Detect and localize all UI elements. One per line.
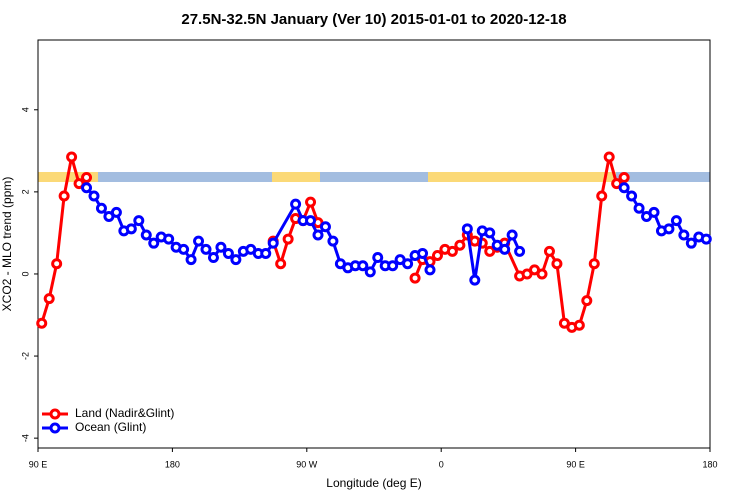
data-point bbox=[409, 272, 421, 284]
data-point bbox=[618, 182, 630, 194]
data-point bbox=[260, 247, 272, 259]
data-point bbox=[588, 258, 600, 270]
data-point bbox=[125, 223, 137, 235]
data-point bbox=[648, 206, 660, 218]
data-point bbox=[215, 241, 227, 253]
data-point bbox=[551, 258, 563, 270]
data-point bbox=[110, 206, 122, 218]
data-point bbox=[193, 235, 205, 247]
x-tick-label: 90 E bbox=[566, 459, 585, 469]
data-point bbox=[663, 223, 675, 235]
data-point bbox=[267, 237, 279, 249]
data-point bbox=[678, 229, 690, 241]
series-line bbox=[413, 155, 626, 329]
data-point bbox=[461, 223, 473, 235]
data-point bbox=[36, 317, 48, 329]
y-tick-label: 4 bbox=[20, 107, 30, 112]
y-tick-label: -4 bbox=[20, 434, 30, 442]
legend-label: Ocean (Glint) bbox=[75, 420, 146, 434]
data-point bbox=[140, 229, 152, 241]
data-point bbox=[454, 239, 466, 251]
data-point bbox=[402, 258, 414, 270]
data-point bbox=[484, 227, 496, 239]
data-point bbox=[431, 249, 443, 261]
x-tick-label: 180 bbox=[702, 459, 717, 469]
data-point bbox=[603, 151, 615, 163]
data-point bbox=[417, 247, 429, 259]
data-point bbox=[305, 215, 317, 227]
data-point bbox=[543, 245, 555, 257]
data-point bbox=[185, 254, 197, 266]
data-point bbox=[372, 252, 384, 264]
legend-label: Land (Nadir&Glint) bbox=[75, 406, 174, 420]
x-tick-label: 0 bbox=[439, 459, 444, 469]
x-tick-label: 90 E bbox=[29, 459, 48, 469]
data-point bbox=[596, 190, 608, 202]
data-point bbox=[685, 237, 697, 249]
plot-frame bbox=[37, 39, 711, 449]
data-point bbox=[51, 258, 63, 270]
data-point bbox=[95, 202, 107, 214]
data-point bbox=[58, 190, 70, 202]
data-point bbox=[364, 266, 376, 278]
chart-title: 27.5N-32.5N January (Ver 10) 2015-01-01 … bbox=[181, 11, 566, 28]
x-tick-label: 90 W bbox=[296, 459, 318, 469]
data-point bbox=[222, 247, 234, 259]
data-point bbox=[319, 221, 331, 233]
legend-marker bbox=[49, 408, 61, 420]
data-point bbox=[81, 172, 93, 184]
land-ocean-strip bbox=[38, 172, 710, 182]
data-point bbox=[275, 258, 287, 270]
data-point bbox=[290, 198, 302, 210]
data-point bbox=[670, 215, 682, 227]
data-point bbox=[573, 319, 585, 331]
data-point bbox=[88, 190, 100, 202]
data-point bbox=[581, 295, 593, 307]
data-point bbox=[469, 274, 481, 286]
data-point bbox=[305, 196, 317, 208]
data-point bbox=[446, 245, 458, 257]
data-point bbox=[387, 260, 399, 272]
data-point bbox=[81, 182, 93, 194]
data-point bbox=[312, 229, 324, 241]
data-point bbox=[700, 233, 712, 245]
y-tick-label: 2 bbox=[20, 189, 30, 194]
x-tick-label: 180 bbox=[165, 459, 180, 469]
data-point bbox=[514, 245, 526, 257]
data-point bbox=[230, 254, 242, 266]
data-point bbox=[163, 233, 175, 245]
data-point bbox=[133, 215, 145, 227]
data-point bbox=[207, 252, 219, 264]
y-tick-label: -2 bbox=[20, 352, 30, 360]
data-point bbox=[327, 235, 339, 247]
data-point bbox=[499, 243, 511, 255]
x-axis-label: Longitude (deg E) bbox=[326, 476, 421, 490]
y-tick-label: 0 bbox=[20, 271, 30, 276]
data-point bbox=[506, 229, 518, 241]
data-point bbox=[282, 233, 294, 245]
data-point bbox=[618, 172, 630, 184]
data-point bbox=[178, 243, 190, 255]
data-point bbox=[633, 202, 645, 214]
data-point bbox=[43, 293, 55, 305]
plot-layer: 90 E 180 90 W 0 90 E 180 -4 -2 0 2 4 Land (Nadir&Gl… bbox=[20, 107, 717, 469]
y-axis-label: XCO2 - MLO trend (ppm) bbox=[0, 177, 14, 312]
data-point bbox=[357, 260, 369, 272]
data-point bbox=[66, 151, 78, 163]
data-point bbox=[424, 264, 436, 276]
data-point bbox=[536, 268, 548, 280]
data-point bbox=[148, 237, 160, 249]
data-point bbox=[626, 190, 638, 202]
data-point bbox=[200, 243, 212, 255]
legend-marker bbox=[49, 422, 61, 434]
